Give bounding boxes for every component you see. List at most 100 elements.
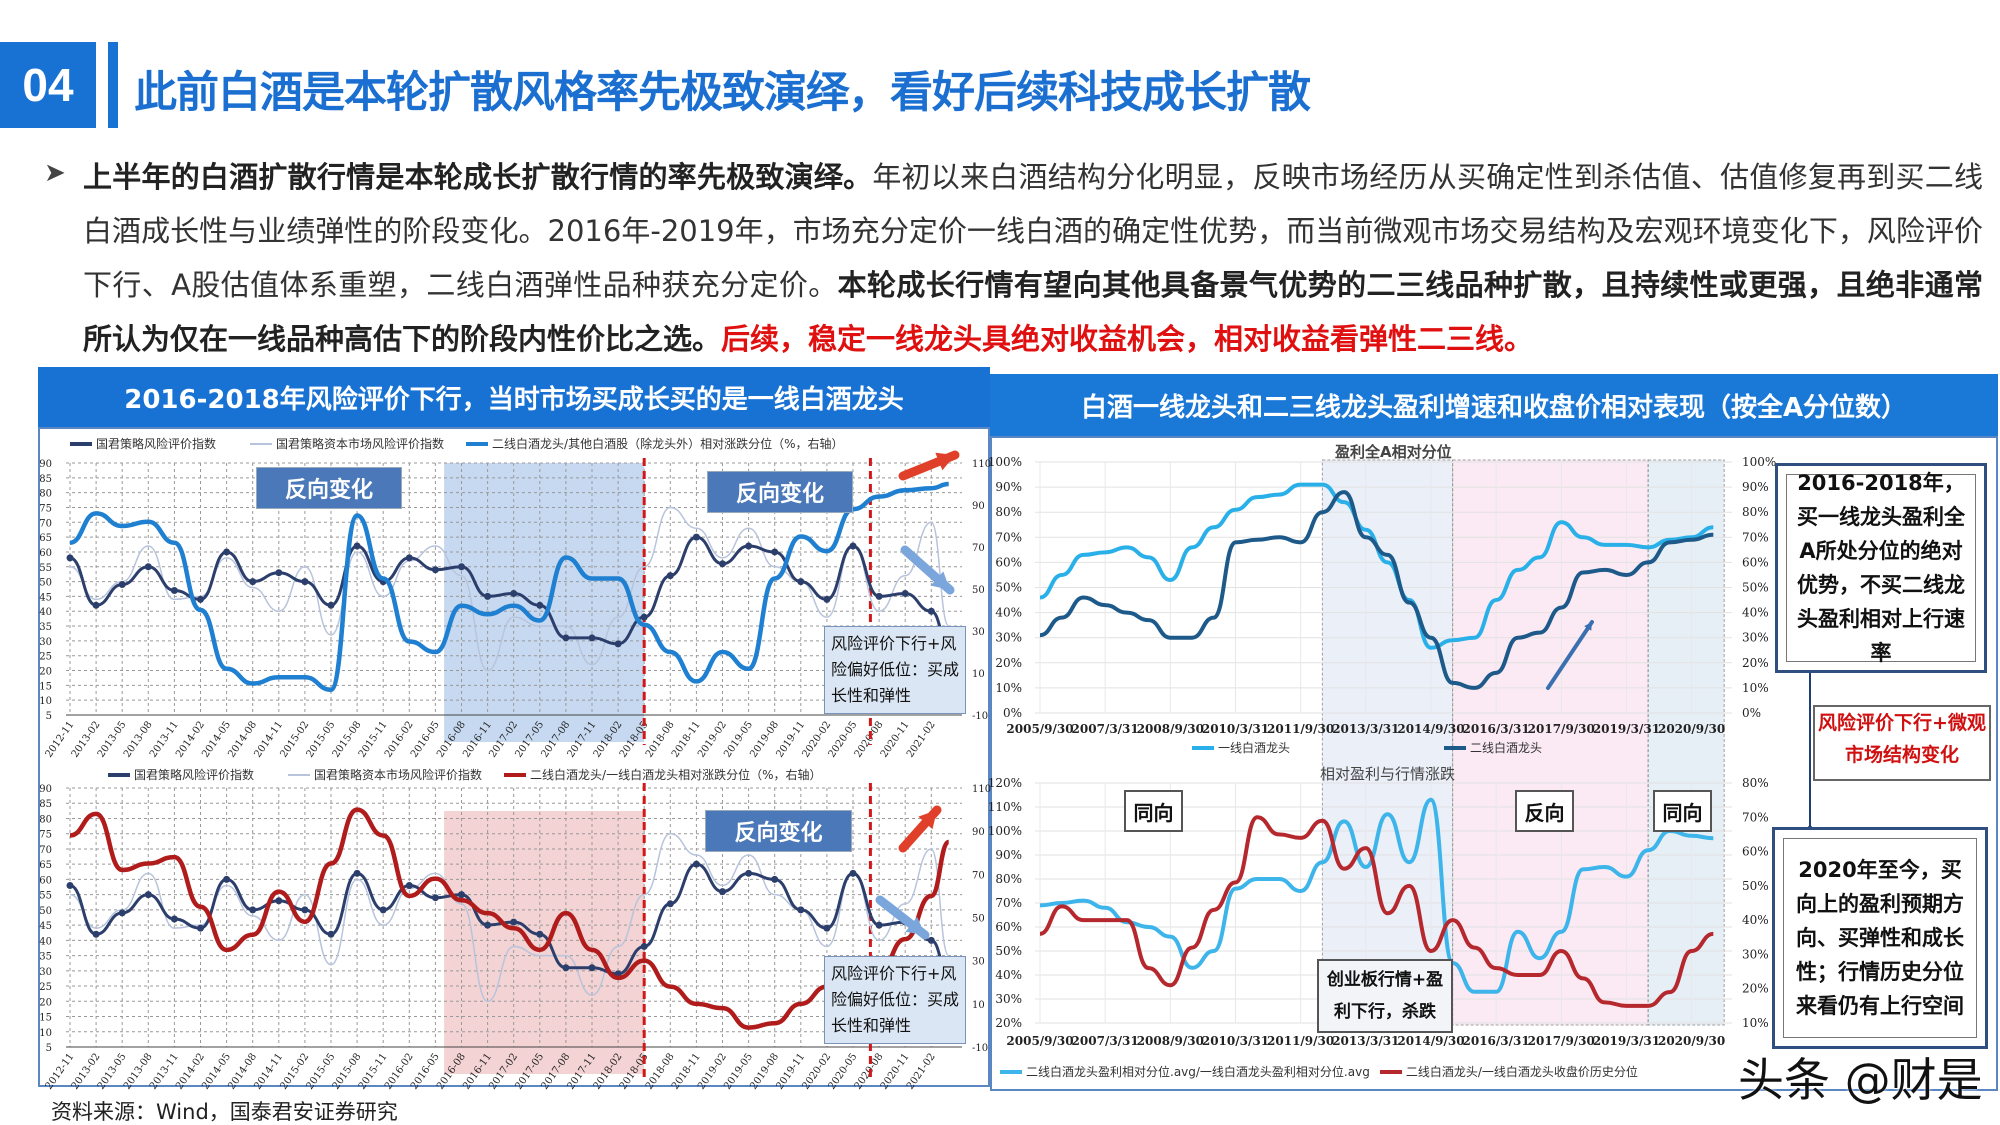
- arrow-head: [905, 916, 925, 935]
- watermark: 头条 @财是: [1738, 1053, 1983, 1107]
- y-tick-label: 35: [39, 622, 52, 633]
- y-tick-label: 40%: [995, 606, 1022, 620]
- data-point: [823, 595, 831, 603]
- annotation-same-direction: 同向: [1653, 790, 1712, 832]
- y-right-tick-label: 90: [972, 501, 985, 512]
- y-tick-label: 40: [39, 936, 52, 947]
- data-point: [588, 964, 596, 972]
- legend-label: 二线白酒龙头: [1470, 741, 1543, 755]
- series-line: [1039, 797, 1714, 994]
- y-tick-label: 50: [39, 906, 52, 917]
- data-point: [614, 640, 622, 648]
- data-point: [223, 875, 231, 883]
- x-tick-label: 2005/9/30: [1006, 1034, 1073, 1048]
- x-tick-label: 2013/3/31: [1332, 1034, 1399, 1048]
- x-tick-label: 2008/9/30: [1137, 1034, 1204, 1048]
- y-right-tick-label: 60%: [1742, 555, 1769, 569]
- arrow-head: [1584, 622, 1592, 631]
- up-arrow-icon: [898, 805, 942, 853]
- y-right-tick-label: 50: [972, 585, 985, 596]
- x-tick-label: 2011/9/30: [1267, 722, 1334, 736]
- data-point: [562, 634, 570, 642]
- data-point: [510, 918, 518, 926]
- arrow-head: [918, 810, 937, 830]
- y-tick-label: 70%: [995, 896, 1022, 910]
- y-right-tick-label: 80%: [1742, 776, 1769, 790]
- data-point: [458, 563, 465, 571]
- y-tick-label: 100%: [988, 824, 1022, 838]
- data-point: [353, 869, 361, 877]
- y-tick-label: 55: [39, 891, 52, 902]
- chart-title: 相对盈利与行情涨跌: [1320, 765, 1456, 783]
- data-point: [771, 875, 779, 883]
- y-tick-label: 45: [39, 592, 52, 603]
- side-note-text: 2020年至今，买向上的盈利预期方向、买弹性和成长性；行情历史分位来看仍有上行空…: [1783, 838, 1977, 1038]
- y-right-tick-label: 80%: [1742, 505, 1769, 519]
- triangle-bullet-icon: ➤: [44, 158, 66, 188]
- annotation-note: 风险评价下行+风险偏好低位：买成长性和弹性: [824, 956, 966, 1044]
- y-tick-label: 70: [39, 845, 52, 856]
- series-line: [69, 807, 950, 1030]
- y-tick-label: 55: [39, 563, 52, 574]
- key-point: 本轮成长行情有望向其他具备景气优势的二三线品种扩散，且持续性或更强，且绝非通常所…: [83, 268, 1983, 356]
- left-panel-frame: [38, 427, 990, 1087]
- legend-left-top: 国君策略风险评价指数 国君策略资本市场风险评价指数 二线白酒龙头/其他白酒股（除…: [70, 437, 843, 451]
- legend-label: 国君策略资本市场风险评价指数: [314, 768, 483, 782]
- x-tick-label: 2014/9/30: [1397, 722, 1464, 736]
- down-arrow-icon: [1807, 671, 1813, 831]
- up-arrow-icon: [1546, 620, 1594, 690]
- y-tick-label: 20: [39, 667, 52, 678]
- side-note-text: 2016-2018年，买一线龙头盈利全A所处分位的绝对优势，不买二线龙头盈利相对…: [1786, 471, 1976, 665]
- data-point: [745, 869, 753, 877]
- data-point: [797, 578, 805, 586]
- legend-right-top: 一线白酒龙头 二线白酒龙头: [1192, 741, 1542, 755]
- y-tick-label: 120%: [988, 776, 1022, 790]
- data-point: [405, 882, 413, 890]
- data-point: [249, 906, 257, 914]
- y-tick-label: 10: [39, 1028, 52, 1039]
- data-point: [666, 572, 674, 580]
- y-tick-label: 5: [46, 1043, 52, 1054]
- x-tick-label: 2010/3/31: [1202, 722, 1269, 736]
- y-tick-label: 60%: [995, 920, 1022, 934]
- data-point: [301, 906, 309, 914]
- x-tick-label: 2008/9/30: [1137, 722, 1204, 736]
- y-right-tick-label: 10: [972, 1000, 985, 1011]
- y-tick-label: 45: [39, 921, 52, 932]
- data-point: [197, 924, 204, 932]
- x-tick-label: 2019/3/31: [1593, 722, 1660, 736]
- shaded-period: [1647, 459, 1725, 1026]
- legend-swatch: [108, 773, 130, 777]
- y-tick-label: 90: [39, 784, 52, 795]
- right-panel-frame: [990, 436, 1998, 1091]
- series-line: [1039, 815, 1714, 1008]
- y-right-tick-label: 70: [972, 543, 985, 554]
- y-right-tick-label: 10: [972, 669, 985, 680]
- y-tick-label: 20: [39, 997, 52, 1008]
- y-right-tick-label: 110: [972, 784, 991, 795]
- data-point: [275, 897, 283, 905]
- annotation-same-direction: 同向: [1124, 790, 1183, 832]
- annotation-opposite-direction: 反向: [1515, 790, 1574, 832]
- y-tick-label: 35: [39, 952, 52, 963]
- side-note-box: 2020年至今，买向上的盈利预期方向、买弹性和成长性；行情历史分位来看仍有上行空…: [1772, 827, 1988, 1049]
- data-point: [692, 533, 700, 541]
- y-tick-label: 40: [39, 607, 52, 618]
- data-point: [719, 560, 726, 568]
- up-arrow-icon: [898, 450, 960, 481]
- y-tick-label: 70%: [995, 530, 1022, 544]
- arrow-head: [930, 571, 950, 590]
- data-point: [66, 882, 74, 890]
- x-tick-label: 2010/3/31: [1202, 1034, 1269, 1048]
- y-tick-label: 80: [39, 489, 52, 500]
- y-right-tick-label: 110: [972, 459, 991, 470]
- y-tick-label: 65: [39, 533, 52, 544]
- y-right-tick-label: -10: [972, 711, 988, 722]
- x-tick-label: 2005/9/30: [1006, 722, 1073, 736]
- summary-paragraph: 上半年的白酒扩散行情是本轮成长扩散行情的率先极致演绎。年初以来白酒结构分化明显，…: [83, 150, 1983, 366]
- data-point: [640, 942, 648, 950]
- y-tick-label: 20%: [995, 1016, 1022, 1030]
- y-tick-label: 80: [39, 814, 52, 825]
- data-point: [484, 921, 492, 929]
- x-tick-label: 2016/3/31: [1463, 1034, 1530, 1048]
